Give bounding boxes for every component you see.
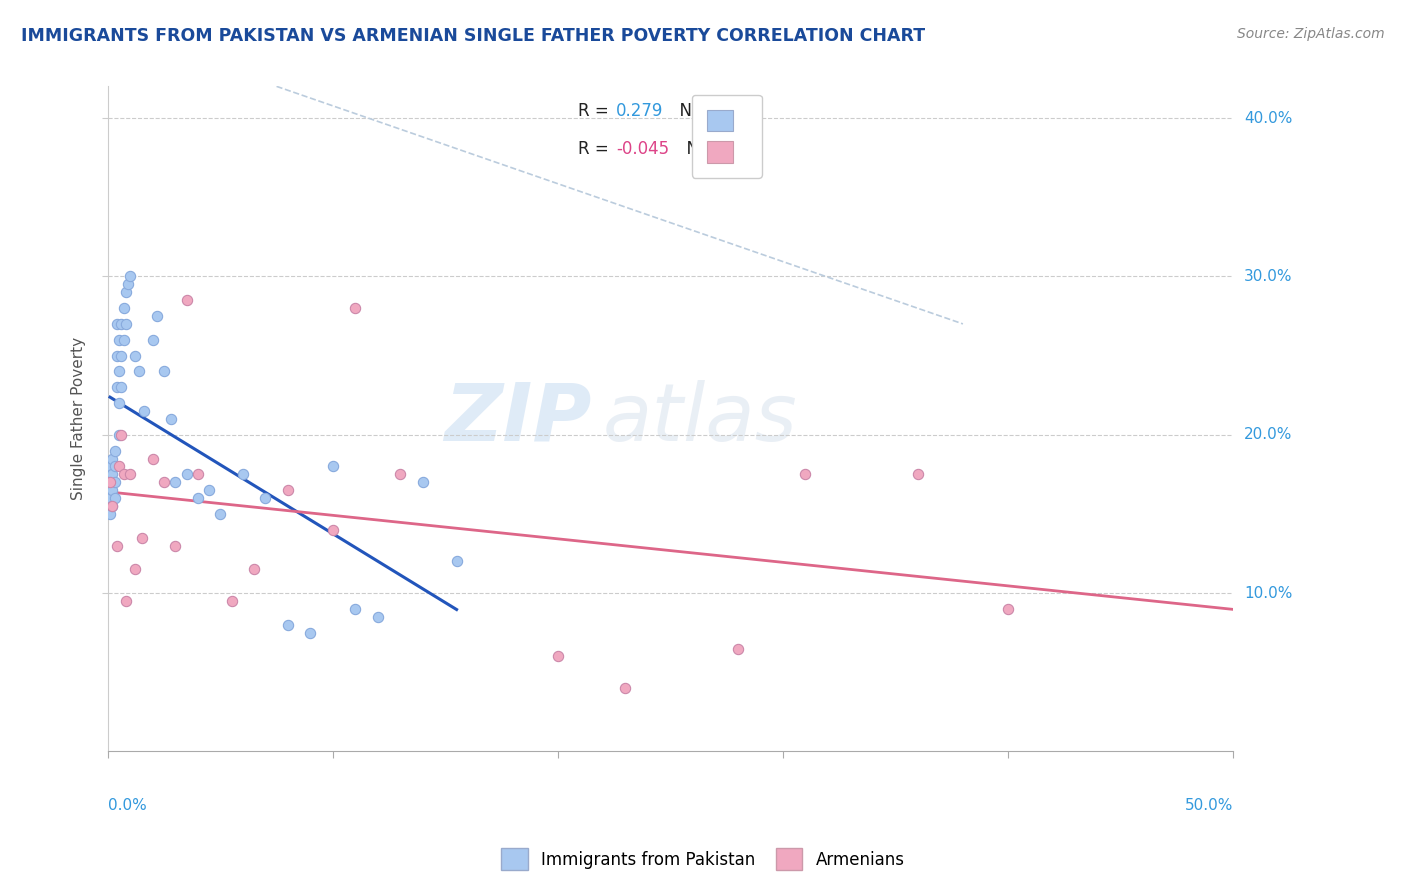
Point [105, 539, 128, 553]
Point [112, 467, 135, 482]
Point [187, 491, 209, 505]
Point [132, 404, 155, 418]
Point [101, 499, 124, 513]
Point [198, 483, 221, 498]
Point [221, 594, 243, 608]
Point [794, 467, 817, 482]
Point [389, 467, 412, 482]
Point [614, 681, 637, 695]
Text: R =: R = [578, 103, 614, 120]
Point [101, 467, 124, 482]
Text: R =: R = [578, 139, 614, 158]
Point [103, 491, 125, 505]
Point [165, 475, 187, 490]
Point [114, 594, 136, 608]
Point [344, 301, 367, 315]
Y-axis label: Single Father Poverty: Single Father Poverty [72, 337, 86, 500]
Point [103, 475, 125, 490]
Point [142, 333, 165, 347]
Legend: Immigrants from Pakistan, Armenians: Immigrants from Pakistan, Armenians [495, 842, 911, 877]
Point [277, 617, 299, 632]
Point [105, 349, 128, 363]
Point [110, 317, 132, 331]
Point [110, 380, 132, 394]
Point [322, 523, 344, 537]
Point [108, 396, 131, 410]
Point [146, 309, 169, 323]
Point [101, 451, 124, 466]
Point [907, 467, 929, 482]
Point [446, 554, 468, 568]
Text: 40.0%: 40.0% [1244, 111, 1292, 126]
Point [124, 349, 146, 363]
Point [299, 625, 322, 640]
Point [101, 483, 124, 498]
Text: -0.045: -0.045 [616, 139, 669, 158]
Point [120, 269, 142, 284]
Point [153, 475, 176, 490]
Point [344, 602, 367, 616]
Point [98, 459, 121, 474]
Point [176, 467, 198, 482]
Text: 27: 27 [717, 139, 738, 158]
Text: N =: N = [676, 139, 723, 158]
Point [105, 317, 128, 331]
Point [124, 562, 146, 576]
Point [997, 602, 1019, 616]
Text: IMMIGRANTS FROM PAKISTAN VS ARMENIAN SINGLE FATHER POVERTY CORRELATION CHART: IMMIGRANTS FROM PAKISTAN VS ARMENIAN SIN… [21, 27, 925, 45]
Point [101, 499, 124, 513]
Point [105, 380, 128, 394]
Legend: , : , [692, 95, 762, 178]
Point [98, 491, 121, 505]
Text: N =: N = [669, 103, 717, 120]
Point [243, 562, 266, 576]
Point [209, 507, 232, 521]
Text: 50.0%: 50.0% [1185, 798, 1233, 813]
Point [103, 459, 125, 474]
Text: ZIP: ZIP [444, 380, 592, 458]
Point [165, 539, 187, 553]
Point [187, 467, 209, 482]
Text: 49: 49 [710, 103, 731, 120]
Text: atlas: atlas [603, 380, 797, 458]
Point [232, 467, 254, 482]
Point [367, 610, 389, 624]
Point [98, 475, 121, 490]
Point [277, 483, 299, 498]
Point [117, 277, 139, 292]
Point [112, 301, 135, 315]
Text: 10.0%: 10.0% [1244, 586, 1292, 600]
Point [110, 427, 132, 442]
Point [98, 475, 121, 490]
Text: 20.0%: 20.0% [1244, 427, 1292, 442]
Point [727, 641, 749, 656]
Point [103, 443, 125, 458]
Point [120, 467, 142, 482]
Point [114, 285, 136, 300]
Point [108, 427, 131, 442]
Point [110, 349, 132, 363]
Point [108, 333, 131, 347]
Point [131, 531, 153, 545]
Text: 0.279: 0.279 [616, 103, 664, 120]
Point [142, 451, 165, 466]
Point [153, 364, 176, 378]
Point [108, 459, 131, 474]
Point [322, 459, 344, 474]
Point [159, 412, 181, 426]
Point [114, 317, 136, 331]
Point [108, 364, 131, 378]
Point [254, 491, 277, 505]
Text: Source: ZipAtlas.com: Source: ZipAtlas.com [1237, 27, 1385, 41]
Point [128, 364, 150, 378]
Text: 30.0%: 30.0% [1244, 268, 1292, 284]
Point [98, 507, 121, 521]
Point [176, 293, 198, 307]
Text: 0.0%: 0.0% [108, 798, 146, 813]
Point [547, 649, 569, 664]
Point [112, 333, 135, 347]
Point [412, 475, 434, 490]
